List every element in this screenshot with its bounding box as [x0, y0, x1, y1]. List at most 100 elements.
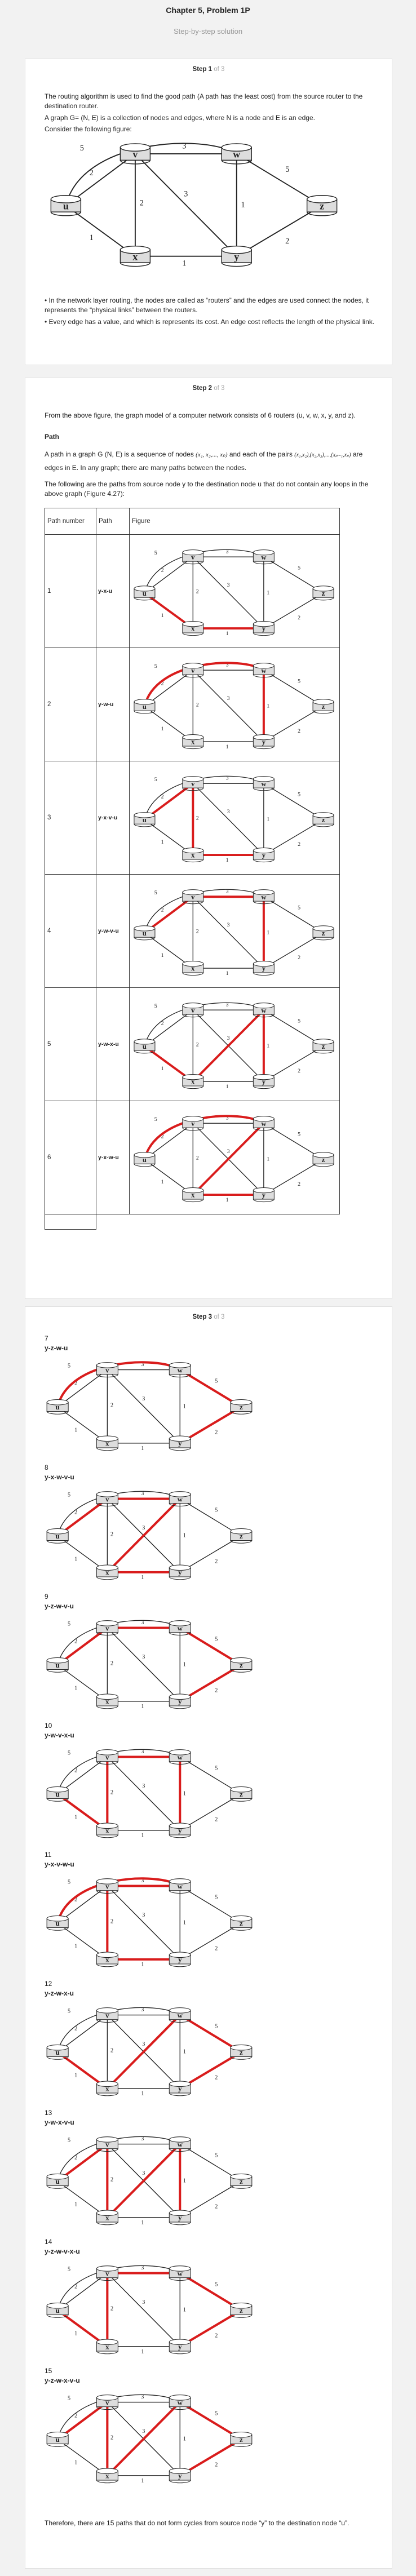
router-node-u: u: [46, 1786, 69, 1802]
edge-cost-label: 1: [141, 1575, 144, 1581]
graph-edge-v-y: [135, 153, 237, 257]
router-node-label: w: [261, 1007, 266, 1014]
edge-cost-label: 2: [110, 2176, 113, 2183]
router-node-w: w: [253, 776, 275, 791]
router-node-z: z: [230, 2044, 253, 2060]
step-2-card: Step 2 of 3 From the above figure, the g…: [25, 378, 392, 1299]
router-node-label: u: [63, 200, 69, 211]
path-figure: 2 5 3 1 2 3 1 1 5 2 u v w x y z: [46, 1620, 253, 1710]
edge-cost-label: 1: [267, 1043, 269, 1049]
path-label: y-w-x-v-u: [45, 2118, 74, 2126]
edge-cost-label: 5: [215, 2024, 218, 2030]
edge-cost-label: 2: [110, 2047, 113, 2054]
edge-cost-label: 2: [74, 2155, 77, 2161]
edge-cost-label: 5: [285, 165, 289, 174]
edge-cost-label: 2: [74, 1768, 77, 1774]
edge-cost-label: 3: [227, 1035, 230, 1041]
router-node-label: z: [240, 2436, 243, 2444]
edge-cost-label: 2: [215, 1688, 218, 1694]
edge-cost-label: 1: [74, 2202, 77, 2208]
router-node-label: z: [322, 929, 325, 937]
path-number: 15: [45, 2367, 52, 2375]
router-node-y: y: [253, 848, 275, 863]
edge-cost-label: 1: [141, 1446, 144, 1452]
path-figure: 2 5 3 1 2 3 1 1 5 2 u v w x y z: [46, 2007, 253, 2097]
router-node-label: x: [105, 2214, 109, 2222]
router-node-label: u: [56, 2049, 60, 2056]
edge-cost-label: 3: [182, 141, 186, 150]
router-node-u: u: [50, 195, 82, 216]
edge-cost-label: 1: [267, 929, 269, 935]
edge-cost-label: 2: [110, 1789, 113, 1795]
path-label: y-z-w-u: [45, 1344, 68, 1352]
edge-cost-label: 1: [141, 2349, 144, 2355]
router-node-v: v: [96, 1878, 118, 1894]
router-node-label: w: [178, 1753, 183, 1761]
router-node-label: x: [191, 738, 195, 746]
edge-cost-label: 5: [215, 1766, 218, 1772]
router-node-w: w: [169, 2395, 191, 2410]
router-node-label: y: [178, 2472, 182, 2480]
edge-cost-label: 5: [298, 905, 300, 911]
router-node-label: v: [191, 667, 195, 675]
edge-cost-label: 2: [90, 169, 94, 178]
router-node-x: x: [96, 1435, 118, 1451]
edge-cost-label: 2: [215, 1817, 218, 1823]
edge-cost-label: 2: [110, 1660, 113, 1666]
highlighted-route-segment: [179, 2272, 242, 2312]
column-header-path: Path: [96, 508, 130, 535]
router-node-label: v: [105, 1624, 109, 1632]
edge-cost-label: 1: [226, 857, 229, 863]
step-2-paragraph-2: A path in a graph G (N, E) is a sequence…: [45, 450, 363, 472]
edge-cost-label: 1: [161, 1066, 164, 1072]
graph-edge-y-z: [179, 1793, 242, 1831]
edge-cost-label: 1: [141, 2220, 144, 2226]
path-label: y-z-w-v-u: [45, 1602, 74, 1610]
step-2-paragraph-3: The following are the paths from source …: [45, 480, 369, 498]
router-node-z: z: [312, 586, 334, 601]
edge-cost-label: 2: [298, 841, 300, 848]
graph-edge-w-z: [263, 556, 324, 593]
router-node-u: u: [134, 812, 156, 827]
graph-edge-w-z: [263, 670, 324, 707]
edge-cost-label: 1: [183, 1532, 186, 1538]
router-node-v: v: [96, 1620, 118, 1635]
router-node-x: x: [120, 245, 151, 267]
highlighted-route-segment: [179, 2051, 242, 2090]
router-node-label: y: [262, 1191, 266, 1199]
edge-cost-label: 3: [226, 1115, 229, 1121]
graph-edge-y-z: [263, 1159, 324, 1195]
router-node-label: z: [240, 1661, 243, 1669]
edge-cost-label: 1: [226, 970, 229, 977]
edge-cost-label: 2: [215, 2204, 218, 2210]
router-node-x: x: [182, 961, 204, 976]
graph-edge-w-z: [179, 2143, 242, 2182]
highlighted-route-segment: [179, 2309, 242, 2348]
edge-cost-label: 5: [215, 2153, 218, 2159]
edge-cost-label: 1: [141, 2091, 144, 2097]
highlighted-route-segment: [179, 1626, 242, 1666]
column-header-figure: Figure: [129, 508, 340, 535]
router-node-z: z: [230, 2431, 253, 2447]
router-node-u: u: [46, 1399, 69, 1415]
step-1-heading: Step 1 of 3: [192, 66, 225, 73]
router-node-v: v: [96, 1362, 118, 1377]
edge-cost-label: 1: [183, 1661, 186, 1668]
path-figure: 2 5 3 1 2 3 1 1 5 2 u v w x y z: [46, 1361, 253, 1452]
router-node-w: w: [169, 1620, 191, 1635]
edge-cost-label: 2: [74, 1897, 77, 1903]
router-node-x: x: [182, 1074, 204, 1089]
router-node-label: x: [191, 1191, 195, 1199]
router-node-label: z: [240, 1919, 243, 1927]
router-node-label: w: [261, 893, 266, 901]
router-node-x: x: [182, 848, 204, 863]
router-node-w: w: [253, 1003, 275, 1018]
step-1-bullet-2: • Every edge has a value, and which is r…: [45, 318, 375, 326]
router-node-label: u: [143, 816, 147, 824]
router-node-label: y: [262, 738, 266, 746]
router-node-v: v: [182, 889, 204, 905]
router-node-label: w: [178, 2011, 183, 2019]
highlighted-route-segment: [106, 2401, 182, 2477]
router-node-w: w: [169, 1878, 191, 1894]
